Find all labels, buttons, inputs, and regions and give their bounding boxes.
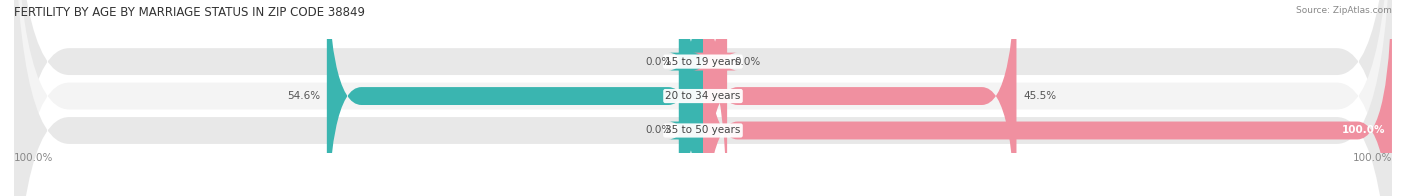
FancyBboxPatch shape [703,0,1017,196]
Text: 54.6%: 54.6% [287,91,321,101]
Text: 100.0%: 100.0% [1353,153,1392,163]
FancyBboxPatch shape [693,0,738,196]
Text: FERTILITY BY AGE BY MARRIAGE STATUS IN ZIP CODE 38849: FERTILITY BY AGE BY MARRIAGE STATUS IN Z… [14,6,366,19]
Text: 100.0%: 100.0% [14,153,53,163]
Text: 0.0%: 0.0% [645,125,672,135]
Text: 0.0%: 0.0% [734,57,761,67]
FancyBboxPatch shape [14,0,1392,196]
Text: 20 to 34 years: 20 to 34 years [665,91,741,101]
FancyBboxPatch shape [669,0,713,196]
FancyBboxPatch shape [14,0,1392,196]
FancyBboxPatch shape [703,0,1392,196]
Text: 15 to 19 years: 15 to 19 years [665,57,741,67]
Legend: Married, Unmarried: Married, Unmarried [630,195,776,196]
Text: Source: ZipAtlas.com: Source: ZipAtlas.com [1296,6,1392,15]
Text: 100.0%: 100.0% [1341,125,1385,135]
Text: 0.0%: 0.0% [645,57,672,67]
FancyBboxPatch shape [326,0,703,196]
Text: 45.5%: 45.5% [1024,91,1056,101]
FancyBboxPatch shape [669,0,713,196]
FancyBboxPatch shape [14,0,1392,196]
Text: 35 to 50 years: 35 to 50 years [665,125,741,135]
